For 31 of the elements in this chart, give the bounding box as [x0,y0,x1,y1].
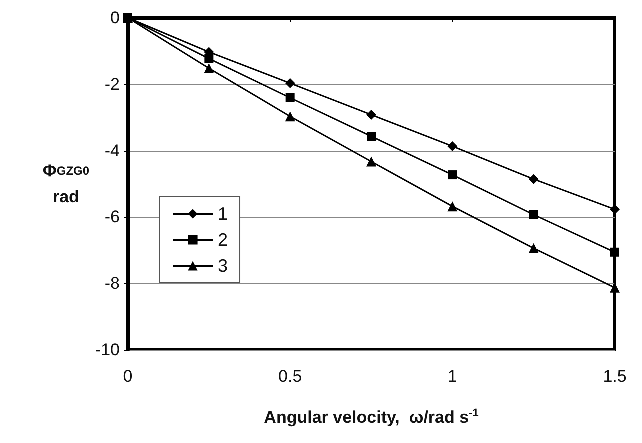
point [448,170,458,180]
point [285,78,296,88]
point [448,141,458,152]
point [610,282,620,293]
x-tick-label: 1 [448,367,458,386]
point [367,132,376,142]
point [610,204,620,215]
y-tick-label: -8 [104,274,120,294]
point [204,63,214,74]
y-tick-label: -10 [95,340,120,360]
x-tick-label: 0.5 [278,367,302,386]
point [204,54,214,64]
y-tick-label: -2 [104,74,120,94]
legend-label: 1 [218,204,228,224]
x-tick-label: 1.5 [603,367,627,386]
y-axis-title: ΦGZG0 rad [42,162,90,206]
point [285,112,296,122]
x-tick-label: 0 [123,367,133,386]
point [286,94,295,103]
y-tick-label: -6 [104,208,120,227]
legend-label: 2 [218,230,228,250]
point [529,210,538,220]
point [366,110,376,120]
point [448,202,458,212]
point [366,156,376,167]
legend-label: 3 [218,256,228,276]
point [528,243,539,254]
y-tick-label: 0 [110,8,120,28]
point [610,248,620,257]
y-tick-label: -4 [104,141,120,160]
point [528,174,539,184]
